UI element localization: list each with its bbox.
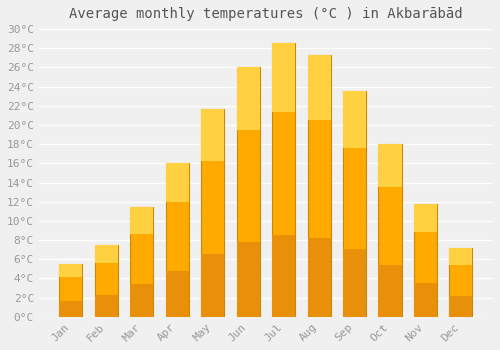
Bar: [450, 296, 472, 317]
Bar: [343, 91, 366, 317]
Bar: [130, 206, 154, 234]
Bar: [130, 206, 154, 317]
Bar: [60, 264, 82, 317]
Bar: [60, 264, 82, 277]
Bar: [414, 283, 437, 317]
Bar: [343, 249, 366, 317]
Bar: [450, 248, 472, 317]
Title: Average monthly temperatures (°C ) in Akbarābād: Average monthly temperatures (°C ) in Ak…: [69, 7, 462, 21]
Bar: [378, 144, 402, 187]
Bar: [201, 108, 224, 317]
Bar: [272, 43, 295, 112]
Bar: [414, 204, 437, 232]
Bar: [236, 68, 260, 317]
Bar: [166, 163, 189, 202]
Bar: [343, 91, 366, 148]
Bar: [308, 238, 330, 317]
Bar: [378, 265, 402, 317]
Bar: [95, 245, 118, 317]
Bar: [201, 254, 224, 317]
Bar: [414, 204, 437, 317]
Bar: [60, 301, 82, 317]
Bar: [272, 235, 295, 317]
Bar: [166, 271, 189, 317]
Bar: [166, 163, 189, 317]
Bar: [95, 245, 118, 263]
Bar: [308, 55, 330, 317]
Bar: [201, 108, 224, 161]
Bar: [378, 144, 402, 317]
Bar: [236, 242, 260, 317]
Bar: [450, 248, 472, 265]
Bar: [236, 68, 260, 130]
Bar: [130, 284, 154, 317]
Bar: [272, 43, 295, 317]
Bar: [95, 295, 118, 317]
Bar: [308, 55, 330, 120]
